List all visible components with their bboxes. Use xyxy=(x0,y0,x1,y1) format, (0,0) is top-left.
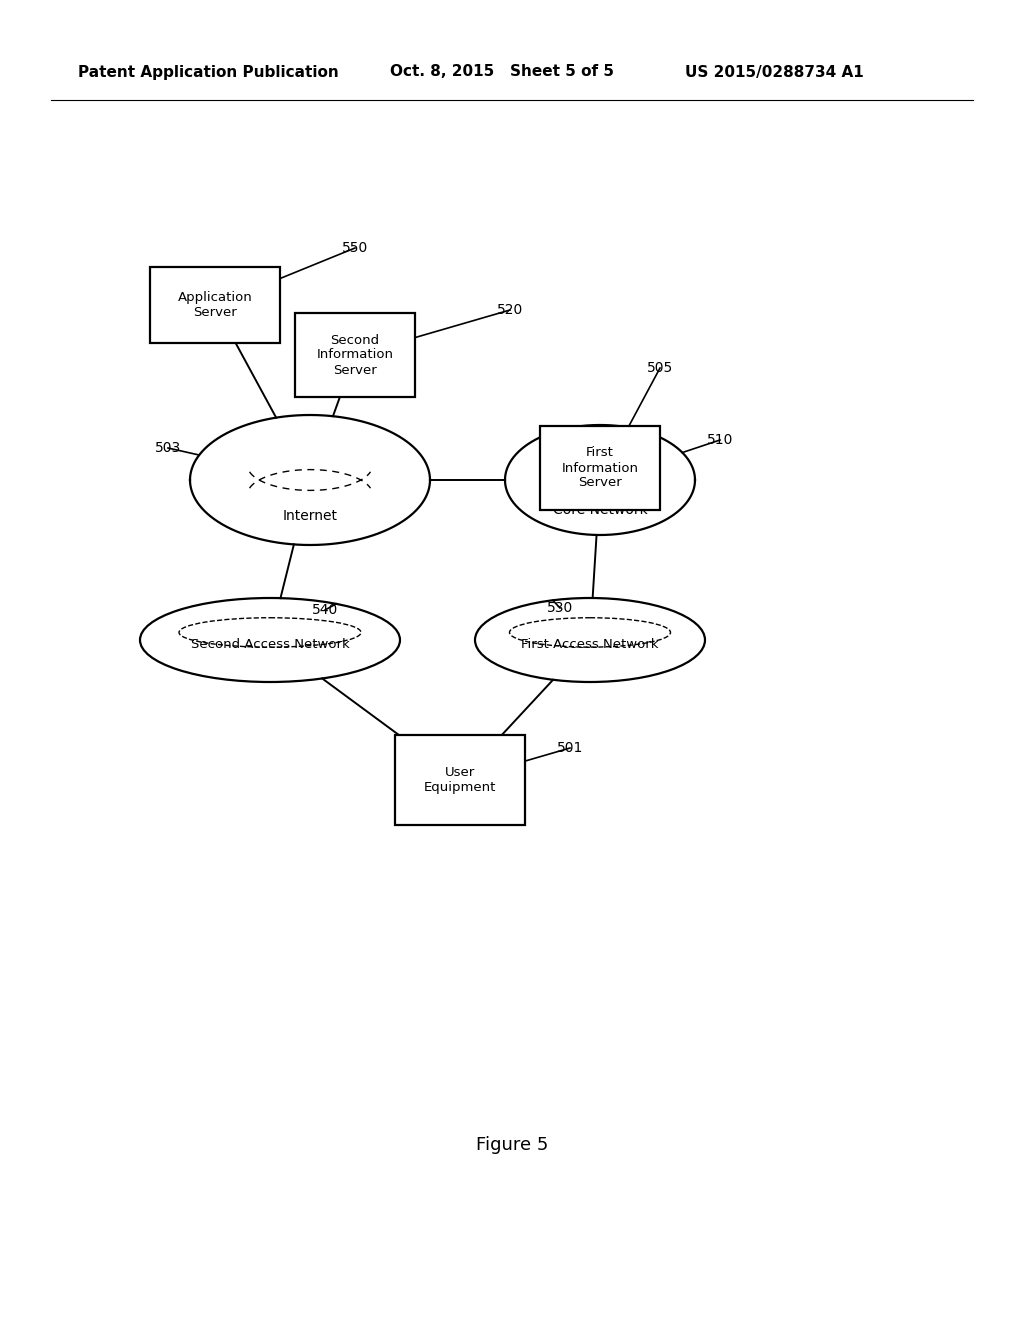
Bar xyxy=(395,735,525,825)
Text: Core Network: Core Network xyxy=(553,503,647,517)
Text: Oct. 8, 2015   Sheet 5 of 5: Oct. 8, 2015 Sheet 5 of 5 xyxy=(390,65,614,79)
Text: 510: 510 xyxy=(707,433,733,447)
Bar xyxy=(295,313,415,397)
Text: 530: 530 xyxy=(547,601,573,615)
Text: Second Access Network: Second Access Network xyxy=(190,638,349,651)
Text: 550: 550 xyxy=(342,242,368,255)
Text: US 2015/0288734 A1: US 2015/0288734 A1 xyxy=(685,65,864,79)
Text: 520: 520 xyxy=(497,304,523,317)
Bar xyxy=(150,267,280,343)
Text: 540: 540 xyxy=(312,603,338,616)
Text: First Access Network: First Access Network xyxy=(521,638,658,651)
Bar xyxy=(540,426,660,510)
Text: Figure 5: Figure 5 xyxy=(476,1137,548,1154)
Text: 503: 503 xyxy=(155,441,181,455)
Text: Internet: Internet xyxy=(283,508,338,523)
Text: User
Equipment: User Equipment xyxy=(424,766,497,795)
Text: Patent Application Publication: Patent Application Publication xyxy=(78,65,339,79)
Text: 505: 505 xyxy=(647,360,673,375)
Text: First
Information
Server: First Information Server xyxy=(561,446,639,490)
Text: Second
Information
Server: Second Information Server xyxy=(316,334,393,376)
Text: Application
Server: Application Server xyxy=(177,290,252,319)
Text: 501: 501 xyxy=(557,741,584,755)
